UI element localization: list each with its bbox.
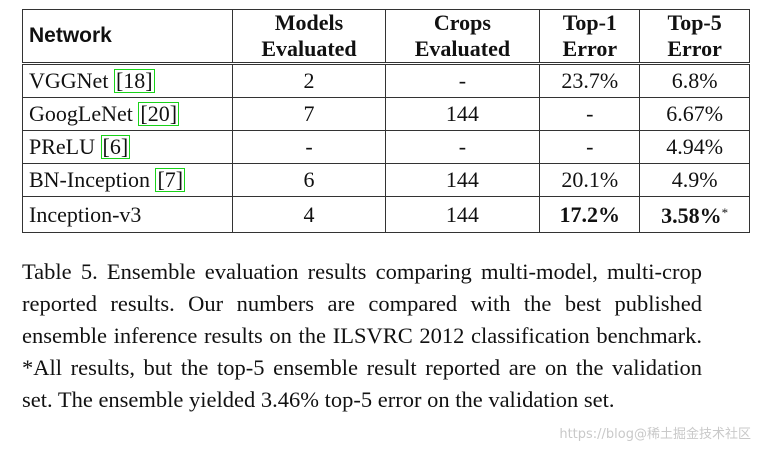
cell-crops: - (384, 62, 541, 98)
table-row: Inception-v3 4 144 17.2% 3.58%* (21, 196, 750, 233)
header-top1-line2: Error (562, 36, 618, 61)
header-models: Models Evaluated (232, 9, 386, 64)
table-row: GoogLeNet [20] 7 144 - 6.67% (21, 97, 750, 131)
header-crops-line2: Evaluated (414, 36, 511, 61)
header-top1: Top-1 Error (539, 9, 641, 64)
cell-top5: 4.94% (639, 130, 750, 164)
network-name: PReLU (29, 134, 95, 159)
asterisk-mark: * (721, 205, 729, 220)
cell-models: 4 (232, 196, 386, 233)
table-row: BN-Inception [7] 6 144 20.1% 4.9% (21, 163, 750, 197)
header-top1-line1: Top-1 (562, 10, 617, 35)
cell-crops: 144 (384, 97, 541, 131)
cell-top5: 6.8% (639, 62, 750, 98)
cell-top1-best: 17.2% (539, 196, 641, 233)
cell-top1: - (539, 97, 641, 131)
cell-top5: 4.9% (639, 163, 750, 197)
citation-link[interactable]: [7] (155, 167, 186, 192)
header-top5: Top-5 Error (639, 9, 750, 64)
header-top5-line1: Top-5 (667, 10, 722, 35)
header-models-line1: Models (274, 10, 344, 35)
header-crops: Crops Evaluated (384, 9, 541, 64)
cell-top5: 6.67% (639, 97, 750, 131)
citation-number: 7 (164, 167, 176, 192)
watermark: https://blog@稀土掘金技术社区 (559, 427, 751, 442)
citation-number: 6 (109, 134, 121, 159)
table-row: PReLU [6] - - - 4.94% (21, 130, 750, 164)
network-name: BN-Inception (29, 167, 150, 192)
citation-link[interactable]: [20] (138, 101, 180, 126)
header-crops-line1: Crops (433, 10, 491, 35)
network-name: Inception-v3 (29, 201, 142, 227)
cell-models: 2 (232, 62, 386, 98)
header-top5-line2: Error (667, 36, 722, 61)
cell-crops: 144 (384, 196, 541, 233)
cell-models: 6 (232, 163, 386, 197)
cell-models: 7 (232, 97, 386, 131)
cell-network: Inception-v3 (21, 196, 234, 233)
table-header-row: Network Models Evaluated Crops Evaluated… (21, 9, 750, 64)
cell-network: PReLU [6] (21, 130, 234, 164)
network-name: VGGNet (29, 68, 109, 93)
cell-crops: - (384, 130, 541, 164)
cell-crops: 144 (384, 163, 541, 197)
cell-network: BN-Inception [7] (21, 163, 234, 197)
cell-models: - (232, 130, 386, 164)
cell-top1: 23.7% (539, 62, 641, 98)
cell-network: VGGNet [18] (21, 62, 234, 98)
citation-link[interactable]: [6] (100, 134, 131, 159)
top5-best-value: 3.58% (661, 203, 722, 228)
citation-number: 18 (123, 68, 146, 93)
table-caption: Table 5. Ensemble evaluation results com… (22, 259, 702, 412)
citation-number: 20 (147, 101, 170, 126)
header-network: Network (21, 9, 234, 64)
network-name: GoogLeNet (29, 101, 133, 126)
header-models-line2: Evaluated (261, 36, 357, 61)
cell-top1: 20.1% (539, 163, 641, 197)
cell-top5-best: 3.58%* (639, 196, 750, 233)
citation-link[interactable]: [18] (113, 68, 155, 93)
cell-network: GoogLeNet [20] (21, 97, 234, 131)
table-row: VGGNet [18] 2 - 23.7% 6.8% (21, 62, 750, 98)
ensemble-results-table: Network Models Evaluated Crops Evaluated… (21, 9, 750, 233)
cell-top1: - (539, 130, 641, 164)
